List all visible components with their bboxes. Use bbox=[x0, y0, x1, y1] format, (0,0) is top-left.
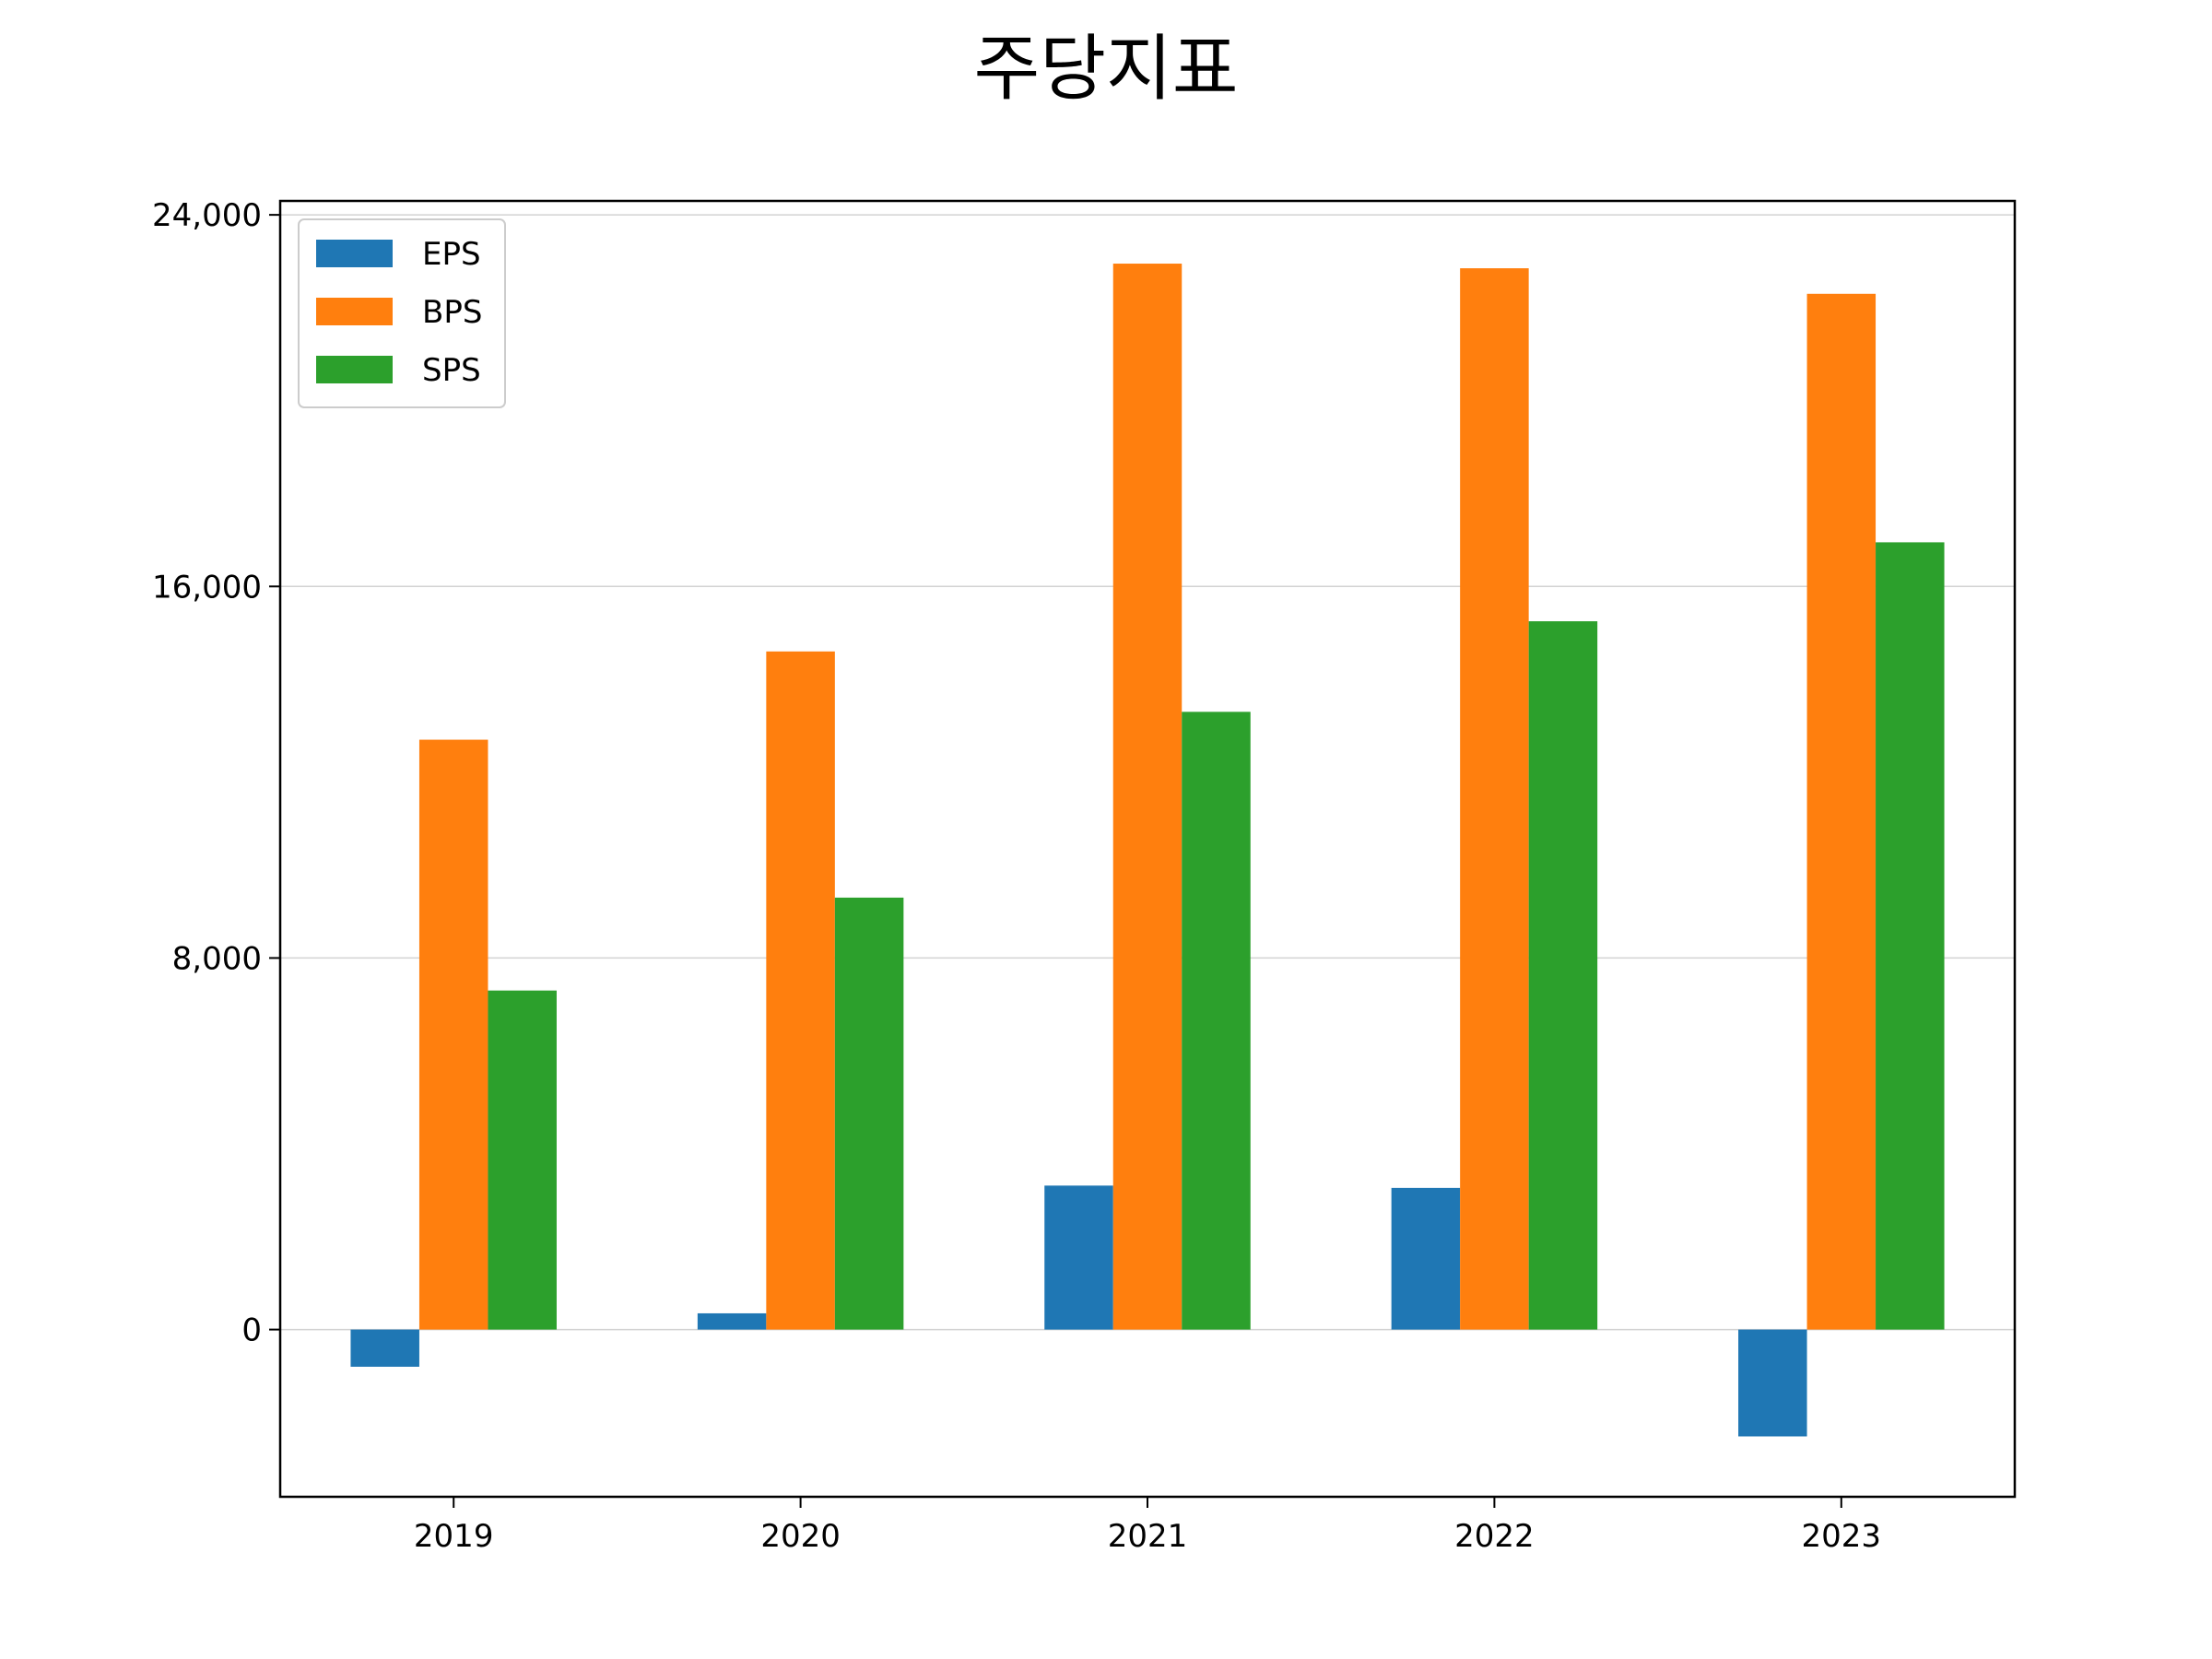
y-tick-label: 24,000 bbox=[152, 197, 262, 234]
bar-bps-2021 bbox=[1112, 264, 1182, 1330]
bar-sps-2022 bbox=[1528, 621, 1598, 1330]
legend-swatch-eps bbox=[316, 240, 393, 267]
bar-sps-2019 bbox=[488, 990, 557, 1330]
legend-label-eps: EPS bbox=[422, 236, 481, 273]
legend-swatch-bps bbox=[316, 298, 393, 325]
bar-sps-2021 bbox=[1182, 712, 1251, 1330]
legend-swatch-sps bbox=[316, 356, 393, 383]
bar-sps-2020 bbox=[834, 897, 904, 1330]
y-tick-label: 16,000 bbox=[152, 569, 262, 606]
y-tick-label: 8,000 bbox=[172, 940, 262, 977]
x-tick-label: 2023 bbox=[1802, 1518, 1882, 1555]
legend-label-bps: BPS bbox=[422, 294, 482, 331]
x-tick-label: 2020 bbox=[760, 1518, 841, 1555]
axis-ticks: 0 8,000 16,000 24,000 2019 2020 2021 2022 2023 bbox=[152, 197, 1881, 1555]
bar-bps-2019 bbox=[418, 739, 488, 1330]
bar-bps-2020 bbox=[766, 651, 835, 1330]
x-tick-label: 2022 bbox=[1454, 1518, 1535, 1555]
bar-eps-2019 bbox=[350, 1329, 419, 1367]
bar-eps-2022 bbox=[1391, 1187, 1461, 1330]
bars bbox=[350, 264, 1945, 1437]
bar-eps-2020 bbox=[697, 1312, 767, 1330]
bar-eps-2021 bbox=[1044, 1185, 1113, 1330]
x-tick-label: 2021 bbox=[1108, 1518, 1188, 1555]
bar-sps-2023 bbox=[1876, 542, 1945, 1330]
y-tick-label: 0 bbox=[241, 1312, 262, 1349]
legend: EPS BPS SPS bbox=[298, 218, 506, 408]
legend-label-sps: SPS bbox=[422, 352, 481, 389]
x-tick-label: 2019 bbox=[414, 1518, 494, 1555]
bar-bps-2023 bbox=[1806, 293, 1877, 1330]
chart-title: 주당지표 bbox=[973, 28, 1239, 111]
bar-eps-2023 bbox=[1738, 1329, 1807, 1437]
bar-bps-2022 bbox=[1460, 268, 1529, 1330]
